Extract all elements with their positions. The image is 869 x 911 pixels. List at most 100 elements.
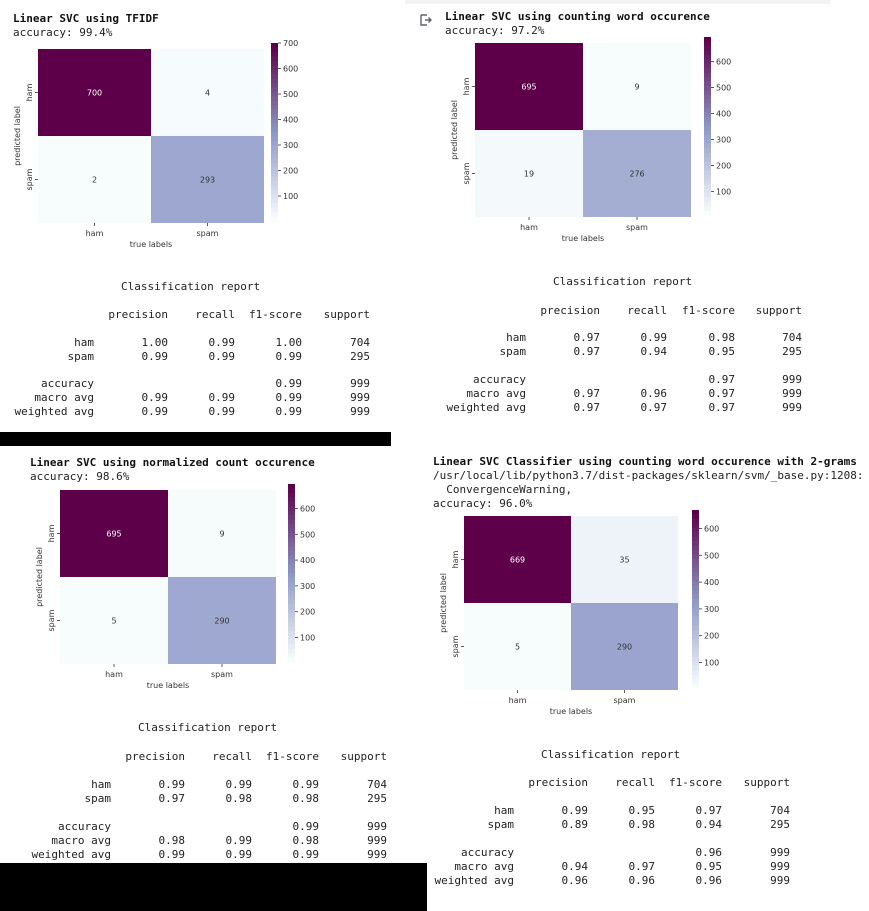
colorbar-segment — [271, 198, 278, 204]
colorbar-segment — [704, 170, 711, 176]
colorbar-tick-label: 200 — [283, 167, 298, 176]
colorbar-segment — [692, 572, 699, 578]
report-value-cell: 704 — [770, 804, 790, 817]
x-tick-label: spam — [197, 229, 219, 238]
colorbar-segment — [271, 194, 278, 200]
report-value-cell: 0.99 — [275, 405, 303, 418]
colorbar-segment — [271, 47, 278, 53]
colorbar-segment — [271, 158, 278, 164]
colorbar-segment — [704, 81, 711, 87]
colorbar-segment — [271, 136, 278, 142]
colorbar-segment — [288, 537, 295, 543]
colorbar-segment — [692, 616, 699, 622]
colorbar-segment — [271, 149, 278, 155]
colorbar-segment — [704, 130, 711, 136]
report-value-cell: 0.99 — [141, 350, 169, 363]
colorbar-segment — [704, 126, 711, 132]
colorbar-segment — [692, 679, 699, 685]
colorbar-segment — [692, 545, 699, 551]
cell-value-label: 293 — [200, 176, 215, 185]
accuracy-line: accuracy: 99.4% — [13, 26, 113, 39]
colorbar-tick-label: 300 — [300, 582, 315, 591]
cell-value-label: 5 — [111, 617, 116, 626]
colorbar-segment — [692, 674, 699, 680]
report-header-cell: precision — [108, 308, 168, 321]
cell-value-label: 669 — [510, 556, 525, 565]
report-value-cell: 0.97 — [158, 792, 186, 805]
colorbar-segment — [692, 550, 699, 556]
colorbar-segment — [692, 652, 699, 658]
heatmap-cell — [464, 603, 571, 690]
report-value-cell: 999 — [770, 860, 790, 873]
report-value-cell: 295 — [770, 818, 790, 831]
x-tick-label: spam — [626, 223, 648, 232]
report-header-cell: f1-score — [682, 304, 735, 317]
x-tick-label: ham — [509, 696, 527, 705]
colorbar-segment — [288, 492, 295, 498]
colorbar-tick-label: 100 — [300, 633, 315, 642]
report-row-label: weighted avg — [434, 874, 514, 887]
report-value-cell: 295 — [782, 345, 802, 358]
colorbar-segment — [692, 514, 699, 520]
report-row-label: accuracy — [461, 846, 514, 859]
colorbar-segment — [288, 599, 295, 605]
colorbar-tick-label: 700 — [283, 39, 298, 48]
colorbar-segment — [692, 607, 699, 613]
report-value-cell: 0.96 — [695, 846, 723, 859]
cell-value-label: 2 — [92, 176, 97, 185]
report-value-cell: 999 — [367, 848, 387, 861]
report-value-cell: 0.99 — [275, 391, 303, 404]
report-value-cell: 0.99 — [225, 848, 253, 861]
report-value-cell: 999 — [367, 834, 387, 847]
x-tick-label: ham — [105, 670, 123, 679]
output-redirect-icon[interactable] — [419, 12, 433, 26]
colorbar-segment — [704, 134, 711, 140]
report-value-cell: 0.99 — [208, 350, 236, 363]
colorbar-segment — [288, 577, 295, 583]
colorbar-tick-label: 400 — [283, 116, 298, 125]
colorbar-segment — [692, 656, 699, 662]
cell-value-label: 695 — [106, 530, 121, 539]
colorbar-segment — [271, 216, 278, 222]
y-axis-label: predicted label — [450, 100, 459, 160]
colorbar-tick-label: 300 — [716, 135, 731, 144]
colorbar-segment — [288, 604, 295, 610]
report-value-cell: 0.95 — [708, 345, 736, 358]
colorbar-segment — [271, 87, 278, 93]
report-value-cell: 295 — [350, 350, 370, 363]
colorbar-segment — [704, 192, 711, 198]
report-value-cell: 0.96 — [561, 874, 589, 887]
colorbar-segment — [704, 157, 711, 163]
report-row-label: spam — [84, 792, 112, 805]
colorbar-segment — [271, 154, 278, 160]
report-row-label: ham — [74, 336, 94, 349]
colorbar-segment — [692, 558, 699, 564]
colorbar-segment — [288, 621, 295, 627]
colorbar-tick-label: 400 — [300, 556, 315, 565]
colorbar-segment — [271, 127, 278, 133]
colorbar-segment — [704, 188, 711, 194]
colorbar-segment — [271, 172, 278, 178]
report-row-label: accuracy — [41, 377, 94, 390]
colorbar-segment — [288, 484, 295, 490]
colorbar-segment — [704, 121, 711, 127]
colorbar-segment — [288, 550, 295, 556]
colorbar-segment — [704, 210, 711, 216]
colorbar-tick-label: 600 — [704, 524, 719, 533]
colorbar-tick-label: 300 — [704, 605, 719, 614]
x-axis-label: true labels — [147, 681, 189, 690]
report-value-cell: 0.98 — [292, 834, 320, 847]
report-value-cell: 0.95 — [628, 804, 656, 817]
colorbar-segment — [288, 519, 295, 525]
report-value-cell: 0.99 — [208, 336, 236, 349]
colorbar-segment — [288, 657, 295, 663]
colorbar-segment — [288, 648, 295, 654]
report-row-label: ham — [506, 331, 526, 344]
report-header-cell: recall — [615, 776, 655, 789]
colorbar-segment — [692, 599, 699, 605]
colorbar-segment — [704, 45, 711, 51]
colorbar-segment — [271, 212, 278, 218]
colorbar-segment — [271, 207, 278, 213]
colorbar-segment — [692, 590, 699, 596]
colorbar-segment — [692, 625, 699, 631]
